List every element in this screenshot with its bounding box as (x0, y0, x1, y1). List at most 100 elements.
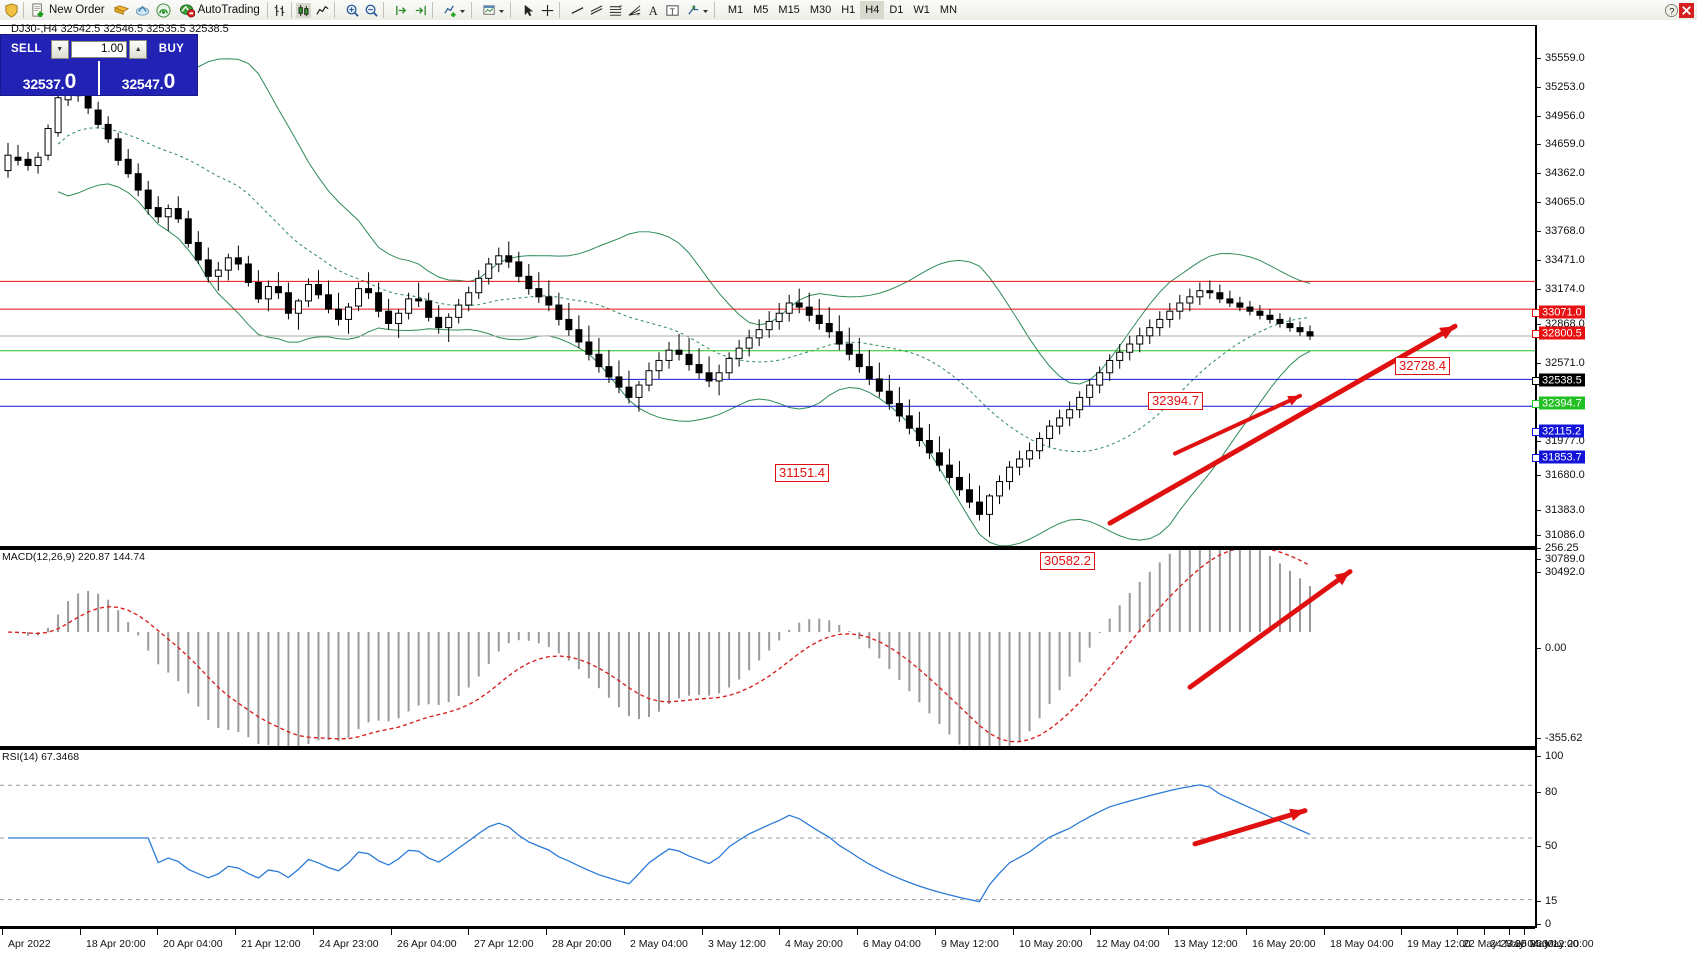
price-axis-label: 31680.0 (1545, 469, 1585, 481)
signals-icon[interactable] (156, 2, 171, 18)
channel-icon[interactable] (589, 3, 604, 18)
new-order-button[interactable]: New Order (28, 1, 108, 19)
time-axis-label: 27 Apr 12:00 (474, 938, 534, 950)
volume-input[interactable]: 1.00 (70, 40, 128, 58)
volume-increment-button[interactable]: ▲ (129, 39, 148, 59)
price-axis-label: 30492.0 (1545, 566, 1585, 578)
anno-32394[interactable]: 32394.7 (1148, 392, 1203, 410)
zoom-out-icon[interactable] (364, 3, 379, 18)
close-icon[interactable] (1679, 2, 1694, 18)
line-chart-icon[interactable] (315, 3, 330, 18)
timeframe-h1[interactable]: H1 (841, 4, 856, 16)
timeframe-h4[interactable]: H4 (860, 1, 885, 19)
price-line-handle[interactable] (1532, 330, 1540, 338)
main-toolbar[interactable]: New Order AutoTrading (0, 0, 1697, 21)
candle-chart-icon[interactable] (295, 2, 311, 18)
axis-tick (702, 929, 703, 935)
time-axis[interactable]: Apr 2022 18 Apr 20:00 20 Apr 04:00 21 Apr 1… (0, 928, 1594, 954)
zoom-in-icon[interactable] (345, 3, 360, 18)
price-tag-32394[interactable]: 32394.7 (1539, 396, 1585, 410)
folder-icon[interactable] (113, 3, 129, 18)
arrows-icon[interactable] (686, 3, 701, 18)
chart-window[interactable]: DJ30-,H4 32542.5 32546.5 32535.5 32538.5… (0, 20, 1697, 950)
shield-icon[interactable] (4, 2, 19, 18)
fibo-icon[interactable]: E (608, 3, 623, 18)
autoscroll-icon[interactable] (413, 3, 428, 18)
one-click-trading-panel[interactable]: SELL ▼ 1.00 ▲ BUY 32537 . 0 32547 . 0 (0, 34, 198, 96)
shift-end-icon[interactable] (394, 3, 409, 18)
price-decimal-separator: . (60, 76, 65, 92)
price-axis-label: 32571.0 (1545, 357, 1585, 369)
timeframe-m30[interactable]: M30 (809, 4, 832, 16)
buy-price-int: 32547 (121, 76, 160, 92)
toolbar-separator (558, 2, 560, 18)
help-icon[interactable]: ? (1664, 3, 1679, 18)
timeframe-w1[interactable]: W1 (913, 4, 930, 16)
price-line-handle[interactable] (1532, 309, 1540, 317)
timeframe-d1[interactable]: D1 (889, 4, 904, 16)
price-line-handle[interactable] (1532, 377, 1540, 385)
fibo-fan-icon[interactable]: F (627, 3, 642, 18)
axis-tick (935, 929, 936, 935)
timeframe-m15[interactable]: M15 (778, 4, 800, 16)
timeframe-group[interactable]: M1 M5 M15 M30 H1 H4 D1 W1 MN (723, 1, 962, 19)
time-axis-label: 18 Apr 20:00 (86, 938, 146, 950)
cursor-icon[interactable] (521, 3, 536, 18)
indicators-icon[interactable] (443, 3, 458, 18)
time-axis-label: 16 May 20:00 (1252, 938, 1316, 950)
price-axis-label: 34956.0 (1545, 110, 1585, 122)
timeframe-m5[interactable]: M5 (753, 4, 769, 16)
chevron-down-icon[interactable] (458, 3, 467, 18)
axis-tick (1457, 929, 1458, 935)
axis-tick (1537, 548, 1541, 549)
price-axis-label: 33768.0 (1545, 225, 1585, 237)
axis-tick (1537, 441, 1541, 442)
autotrading-button[interactable]: AutoTrading (177, 1, 263, 19)
chevron-down-icon[interactable] (701, 3, 710, 18)
svg-text:E: E (619, 4, 622, 9)
price-axis-label: 35253.0 (1545, 81, 1585, 93)
anno-30582[interactable]: 30582.2 (1040, 552, 1095, 570)
axis-tick (1537, 756, 1541, 757)
price-tag-32115[interactable]: 32115.2 (1539, 424, 1584, 438)
sell-button[interactable]: SELL (10, 43, 42, 55)
axis-tick (1537, 144, 1541, 145)
anno-31151[interactable]: 31151.4 (775, 464, 830, 482)
price-line-handle[interactable] (1532, 400, 1540, 408)
price-tag-32800[interactable]: 32800.5 (1539, 326, 1585, 340)
label-icon[interactable]: T (665, 3, 680, 18)
svg-text:T: T (670, 6, 675, 16)
sell-price[interactable]: 32537 . 0 (1, 61, 98, 95)
new-order-label: New Order (49, 4, 105, 16)
anno-32728[interactable]: 32728.4 (1395, 357, 1450, 375)
macd-panel[interactable] (0, 548, 1535, 748)
price-line-handle[interactable] (1532, 454, 1540, 462)
chevron-up-icon: ▲ (134, 45, 142, 53)
timeframe-mn[interactable]: MN (939, 4, 958, 16)
bar-chart-icon[interactable] (272, 3, 287, 18)
templates-icon[interactable] (482, 3, 497, 18)
price-plot (0, 58, 1535, 546)
axis-tick (1509, 929, 1510, 935)
cloud-icon[interactable] (135, 3, 150, 18)
axis-tick (1537, 924, 1541, 925)
price-tag-32538[interactable]: 32538.5 (1539, 373, 1585, 387)
price-line-handle[interactable] (1532, 428, 1540, 436)
price-tag-33071[interactable]: 33071.0 (1539, 305, 1585, 319)
toolbar-separator (382, 2, 384, 18)
volume-decrement-button[interactable]: ▼ (50, 39, 69, 59)
macd-plot (7, 550, 1353, 746)
buy-price[interactable]: 32547 . 0 (98, 61, 197, 95)
text-icon[interactable]: A (646, 3, 661, 18)
chevron-down-icon[interactable] (497, 3, 506, 18)
crosshair-icon[interactable] (540, 3, 555, 18)
trendline-icon[interactable] (570, 3, 585, 18)
buy-button[interactable]: BUY (158, 43, 185, 55)
rsi-panel[interactable] (0, 748, 1535, 928)
price-tag-31853[interactable]: 31853.7 (1539, 450, 1585, 464)
price-axis-label: 34065.0 (1545, 196, 1585, 208)
price-axis[interactable]: 35559.0 35253.0 34956.0 34659.0 34362.0 34065… (1532, 25, 1697, 930)
timeframe-m1[interactable]: M1 (727, 4, 744, 16)
svg-text:A: A (649, 4, 658, 18)
price-panel[interactable] (0, 25, 1535, 548)
